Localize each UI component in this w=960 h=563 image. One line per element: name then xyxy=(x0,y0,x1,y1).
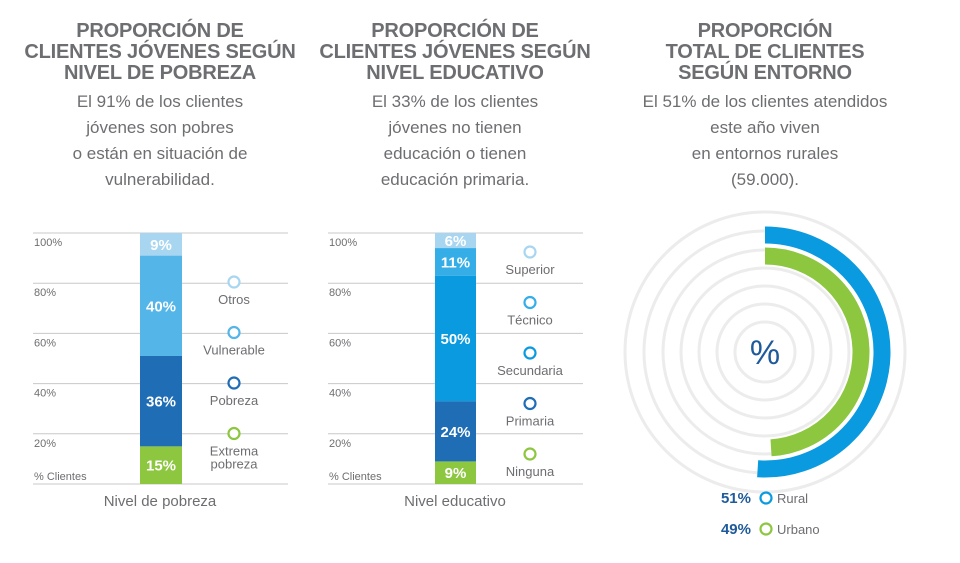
y-axis-label: % Clientes xyxy=(34,471,87,483)
legend-marker xyxy=(523,447,537,461)
legend-label: Superior xyxy=(505,262,555,277)
panel-1-desc-line: jóvenes son pobres xyxy=(86,118,234,137)
legend-label: Vulnerable xyxy=(203,343,265,358)
pie-slice xyxy=(764,247,870,457)
background-ring xyxy=(697,284,833,420)
bar-segment-label: 15% xyxy=(146,458,176,475)
legend-label: Técnico xyxy=(507,313,553,328)
panel-3-desc-line: (59.000). xyxy=(730,170,800,189)
x-axis-label: Nivel de pobreza xyxy=(104,493,217,510)
legend-value: 49% xyxy=(721,521,751,538)
panel-2-desc-line: educación primaria. xyxy=(380,170,530,189)
panel-2-title-line: CLIENTES JÓVENES SEGÚN xyxy=(319,41,591,63)
background-ring xyxy=(679,266,851,438)
legend-label: Pobreza xyxy=(210,393,259,408)
panel-3-title: PROPORCIÓN TOTAL DE CLIENTES SEGÚN ENTOR… xyxy=(615,21,915,84)
y-tick-label: 100% xyxy=(34,237,62,249)
panel-2-title: PROPORCIÓN DE CLIENTES JÓVENES SEGÚN NIV… xyxy=(315,21,595,84)
bar-segment-label: 36% xyxy=(146,394,176,411)
panel-1-title-line: CLIENTES JÓVENES SEGÚN xyxy=(24,41,296,63)
panel-3-title-line: TOTAL DE CLIENTES xyxy=(665,41,865,63)
bar-segment xyxy=(140,233,182,256)
legend-value: 51% xyxy=(721,490,751,507)
bar-segment-label: 9% xyxy=(150,237,172,254)
legend-marker xyxy=(227,376,241,390)
panel-1-desc-line: El 91% de los clientes xyxy=(76,92,244,111)
legend-marker xyxy=(523,245,537,259)
panel-1-title-line: PROPORCIÓN DE xyxy=(76,20,244,42)
y-tick-label: 20% xyxy=(329,438,351,450)
panel-3-title-line: PROPORCIÓN xyxy=(697,20,833,42)
bar-segment-label: 24% xyxy=(440,424,470,441)
bar-segment xyxy=(435,248,476,276)
panel-3-desc-line: en entornos rurales xyxy=(691,144,839,163)
legend-label: Extrema xyxy=(210,444,259,459)
legend-marker xyxy=(227,325,241,340)
legend-marker xyxy=(759,522,773,536)
background-ring xyxy=(733,320,797,384)
bar-segment xyxy=(435,275,476,402)
bar-segment xyxy=(435,401,476,462)
bar-segment xyxy=(140,255,182,356)
legend-label: Rural xyxy=(777,491,808,506)
panel-2-title-line: PROPORCIÓN DE xyxy=(371,20,539,42)
bar-segment-label: 11% xyxy=(441,254,470,271)
legend-marker xyxy=(523,396,537,411)
panel-3-desc-line: El 51% de los clientes atendidos xyxy=(642,92,888,111)
bar-segment xyxy=(435,461,476,484)
y-tick-label: 100% xyxy=(329,237,357,249)
panel-3-description: El 51% de los clientes atendidos este añ… xyxy=(615,89,915,193)
y-tick-label: 60% xyxy=(329,337,351,349)
bar-segment-label: 6% xyxy=(445,233,467,250)
panel-1-title-line: NIVEL DE POBREZA xyxy=(63,62,256,84)
legend-marker xyxy=(227,275,241,289)
background-ring xyxy=(715,302,815,402)
panel-3-title-line: SEGÚN ENTORNO xyxy=(678,62,852,84)
legend-label: Urbano xyxy=(777,522,820,537)
legend-marker xyxy=(759,491,773,505)
y-tick-label: 40% xyxy=(34,388,56,400)
bar-segment-label: 50% xyxy=(440,331,470,348)
legend-label: pobreza xyxy=(211,457,259,472)
legend-label: Primaria xyxy=(506,414,555,429)
legend-marker xyxy=(523,295,537,310)
legend-label: Secundaria xyxy=(497,363,564,378)
panel-1-title: PROPORCIÓN DE CLIENTES JÓVENES SEGÚN NIV… xyxy=(20,21,300,84)
y-tick-label: 80% xyxy=(34,287,56,299)
panel-2-description: El 33% de los clientes jóvenes no tienen… xyxy=(315,89,595,193)
panel-1-desc-line: vulnerabilidad. xyxy=(105,170,215,189)
bar-segment-label: 9% xyxy=(445,465,467,482)
y-tick-label: 20% xyxy=(34,438,56,450)
y-tick-label: 80% xyxy=(329,287,351,299)
panel-1-desc-line: o están en situación de xyxy=(72,144,248,163)
y-axis-label: % Clientes xyxy=(329,471,382,483)
x-axis-label: Nivel educativo xyxy=(404,493,506,510)
bar-segment xyxy=(435,233,476,249)
center-label: % xyxy=(750,334,780,372)
panel-2-title-line: NIVEL EDUCATIVO xyxy=(366,62,544,84)
y-tick-label: 40% xyxy=(329,388,351,400)
panel-2-desc-line: El 33% de los clientes xyxy=(371,92,539,111)
legend-marker xyxy=(523,346,537,360)
bar-segment-label: 40% xyxy=(146,298,176,315)
panel-3-desc-line: este año viven xyxy=(710,118,820,137)
bar-segment xyxy=(140,446,182,484)
legend-label: Otros xyxy=(218,292,250,307)
panel-2-desc-line: educación o tienen xyxy=(383,144,527,163)
bar-segment xyxy=(140,355,182,447)
panel-1-description: El 91% de los clientes jóvenes son pobre… xyxy=(20,89,300,193)
panel-2-desc-line: jóvenes no tienen xyxy=(388,118,522,137)
pie-slice xyxy=(757,226,891,478)
legend-marker xyxy=(227,426,241,441)
y-tick-label: 60% xyxy=(34,337,56,349)
legend-label: Ninguna xyxy=(506,464,555,479)
